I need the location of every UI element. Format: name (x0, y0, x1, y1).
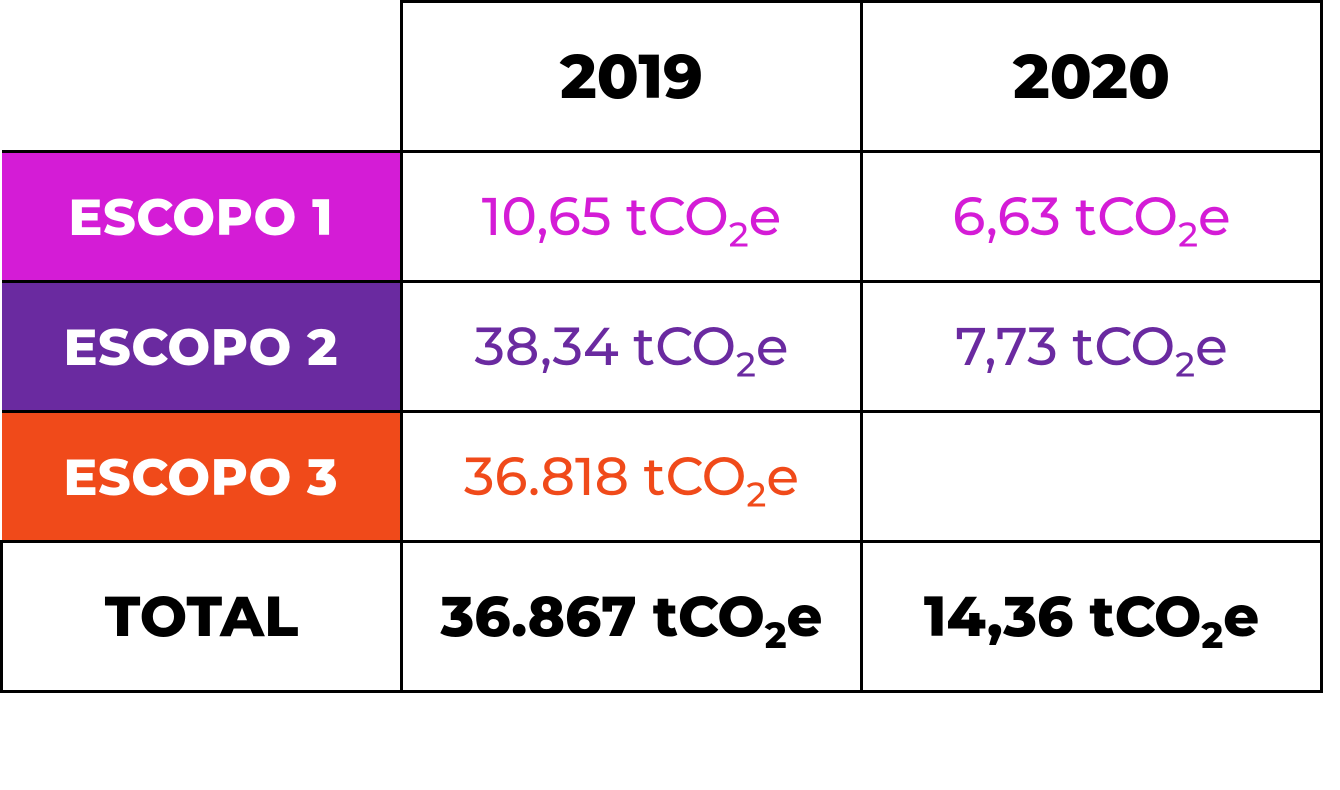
total-2020: 14,36 tCO2e (862, 542, 1322, 692)
table-row: ESCOPO 238,34 tCO2e7,73 tCO2e (2, 282, 1322, 412)
row-label-escopo-2: ESCOPO 2 (2, 282, 402, 412)
cell-escopo-2-col-0: 38,34 tCO2e (402, 282, 862, 412)
cell-escopo-1-col-1: 6,63 tCO2e (862, 152, 1322, 282)
cell-value: 10,65 (482, 184, 612, 249)
total-value: 14,36 (924, 583, 1074, 651)
table-row: ESCOPO 336.818 tCO2e (2, 412, 1322, 542)
cell-escopo-3-col-1 (862, 412, 1322, 542)
table-body: ESCOPO 110,65 tCO2e6,63 tCO2eESCOPO 238,… (2, 152, 1322, 542)
cell-value: 7,73 (955, 314, 1057, 379)
total-2019: 36.867 tCO2e (402, 542, 862, 692)
cell-value: 38,34 (474, 314, 618, 379)
row-label-escopo-1: ESCOPO 1 (2, 152, 402, 282)
cell-value: 6,63 (952, 184, 1060, 249)
table-total-row: TOTAL 36.867 tCO2e 14,36 tCO2e (2, 542, 1322, 692)
header-year-2020: 2020 (862, 2, 1322, 152)
table-row: ESCOPO 110,65 tCO2e6,63 tCO2e (2, 152, 1322, 282)
header-blank (2, 2, 402, 152)
table-header-row: 2019 2020 (2, 2, 1322, 152)
total-label: TOTAL (2, 542, 402, 692)
cell-escopo-3-col-0: 36.818 tCO2e (402, 412, 862, 542)
row-label-escopo-3: ESCOPO 3 (2, 412, 402, 542)
emissions-table: 2019 2020 ESCOPO 110,65 tCO2e6,63 tCO2eE… (0, 0, 1323, 693)
header-year-2019: 2019 (402, 2, 862, 152)
cell-escopo-2-col-1: 7,73 tCO2e (862, 282, 1322, 412)
cell-value: 36.818 (464, 444, 629, 509)
total-value: 36.867 (441, 583, 637, 651)
cell-escopo-1-col-0: 10,65 tCO2e (402, 152, 862, 282)
